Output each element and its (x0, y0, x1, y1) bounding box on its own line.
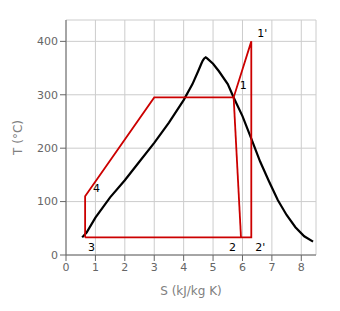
svg-text:S (kJ/kg K): S (kJ/kg K) (160, 284, 222, 298)
svg-text:400: 400 (37, 35, 58, 48)
svg-text:1': 1' (257, 27, 267, 40)
svg-text:1: 1 (92, 261, 99, 274)
svg-text:3: 3 (151, 261, 158, 274)
svg-text:200: 200 (37, 142, 58, 155)
svg-text:0: 0 (63, 261, 70, 274)
svg-text:T (°C): T (°C) (11, 120, 25, 156)
svg-text:1: 1 (240, 79, 247, 92)
svg-text:2: 2 (121, 261, 128, 274)
svg-text:7: 7 (268, 261, 275, 274)
svg-text:100: 100 (37, 195, 58, 208)
svg-text:300: 300 (37, 89, 58, 102)
svg-text:3: 3 (88, 241, 95, 254)
svg-text:2': 2' (255, 241, 265, 254)
svg-text:4: 4 (93, 182, 100, 195)
svg-text:6: 6 (239, 261, 246, 274)
svg-text:4: 4 (180, 261, 187, 274)
svg-text:0: 0 (51, 249, 58, 262)
svg-text:8: 8 (298, 261, 305, 274)
svg-text:2: 2 (229, 241, 236, 254)
svg-text:5: 5 (210, 261, 217, 274)
